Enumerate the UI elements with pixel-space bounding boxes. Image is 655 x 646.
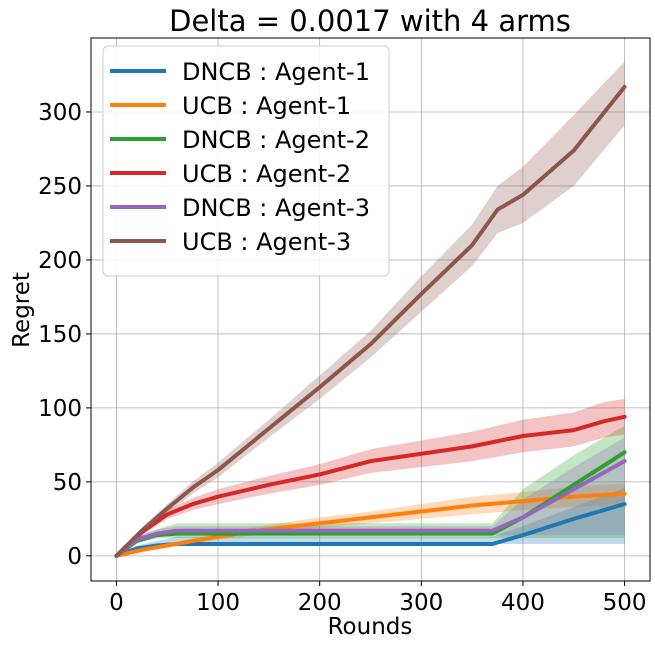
dncb-agent-3-line bbox=[114, 459, 627, 558]
x-tick-label: 200 bbox=[298, 590, 342, 616]
y-axis-label: Regret bbox=[9, 272, 35, 348]
axis-ticks: 0 100 200 300 400 500 0 50 100 150 200 250 300 bbox=[38, 100, 646, 616]
x-tick-label: 300 bbox=[399, 590, 443, 616]
x-tick-label: 400 bbox=[501, 590, 545, 616]
y-tick-label: 300 bbox=[38, 100, 82, 126]
legend: DNCB : Agent-1 UCB : Agent-1 DNCB : Agent-… bbox=[102, 45, 390, 277]
y-tick-label: 150 bbox=[38, 322, 82, 348]
y-tick-label: 250 bbox=[38, 174, 82, 200]
ucb-agent-2-band bbox=[116, 399, 625, 556]
ucb-agent-3-legend-label: UCB : Agent-3 bbox=[182, 228, 351, 256]
plot-frame bbox=[90, 37, 651, 582]
y-tick-label: 200 bbox=[38, 248, 82, 274]
chart-title: Delta = 0.0017 with 4 arms bbox=[169, 4, 571, 38]
legend-box bbox=[102, 45, 390, 277]
ucb-agent-2-line bbox=[114, 414, 627, 558]
ucb-agent-3-line bbox=[114, 84, 627, 558]
dncb-agent-2-band bbox=[116, 425, 625, 556]
ucb-agent-1-legend-label: UCB : Agent-1 bbox=[182, 92, 351, 120]
ucb-agent-2-legend-label: UCB : Agent-2 bbox=[182, 160, 351, 188]
dncb-agent-1-legend-label: DNCB : Agent-1 bbox=[182, 58, 370, 86]
dncb-agent-3-band bbox=[116, 437, 625, 556]
x-axis-label: Rounds bbox=[328, 614, 413, 640]
dncb-agent-1-band bbox=[116, 487, 625, 556]
y-tick-label: 50 bbox=[53, 470, 82, 496]
ucb-agent-1-line bbox=[114, 491, 627, 558]
dncb-agent-2-legend-label: DNCB : Agent-2 bbox=[182, 126, 370, 154]
dncb-agent-3-legend-label: DNCB : Agent-3 bbox=[182, 194, 370, 222]
y-tick-label: 100 bbox=[38, 396, 82, 422]
y-tick-label: 0 bbox=[67, 544, 82, 570]
x-tick-label: 0 bbox=[109, 590, 124, 616]
x-tick-label: 100 bbox=[196, 590, 240, 616]
x-tick-label: 500 bbox=[603, 590, 647, 616]
series-lines bbox=[114, 84, 627, 558]
